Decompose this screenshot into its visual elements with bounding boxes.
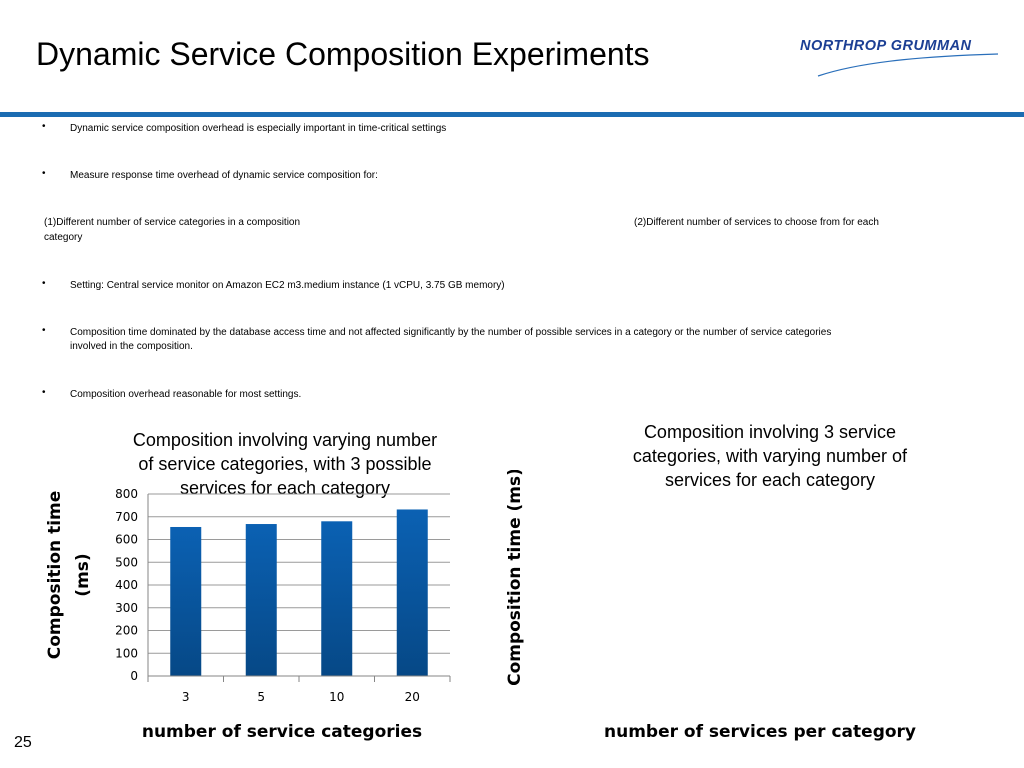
x-tick-label: 20 [405,690,420,704]
bullet-icon: • [42,325,46,336]
bullet-text: Composition overhead reasonable for most… [70,389,302,400]
northrop-grumman-logo: NORTHROP GRUMMAN [800,38,1000,84]
chart-2-title-line: Composition involving 3 service [643,422,897,442]
chart-1-title-line: of service categories, with 3 possible [138,454,432,474]
y-tick-label: 700 [115,510,138,524]
bullet-text: Setting: Central service monitor on Amaz… [70,280,505,291]
logo-wordmark: NORTHROP GRUMMAN [800,38,972,54]
bullet-icon: • [42,121,46,132]
y-tick-label: 500 [115,555,138,569]
bar [396,509,428,676]
x-tick-label: 5 [257,690,265,704]
bullet-icon: • [42,278,46,289]
x-axis-label: number of service categories [142,722,422,742]
sub-item-2-wrap: category [44,232,83,243]
chart-2-title-line: services for each category [664,470,876,490]
bar [321,521,353,676]
bullet-icon: • [42,387,46,398]
bullet-text: Dynamic service composition overhead is … [70,123,447,134]
bar [245,524,277,676]
y-tick-label: 200 [115,624,138,638]
logo-swoosh-icon [817,53,999,77]
bullet-text: Measure response time overhead of dynami… [70,170,378,181]
bullet-text: Composition time dominated by the databa… [70,327,832,338]
y-axis-label: (ms) [73,553,93,596]
y-tick-label: 800 [115,487,138,501]
y-tick-label: 300 [115,601,138,615]
sub-item-1: (1)Different number of service categorie… [44,217,301,228]
chart-1-title: Composition involving varying number of … [100,428,470,500]
y-tick-label: 100 [115,646,138,660]
sub-item-2: (2)Different number of services to choos… [634,217,879,228]
y-tick-label: 0 [130,669,138,683]
chart-1-title-line: services for each category [179,478,391,498]
y-axis-label: Composition time (ms) [505,470,525,686]
x-tick-label: 10 [329,690,344,704]
bullet-icon: • [42,168,46,179]
chart-1: 0 100 200 300 400 500 600 700 800 3 5 10 20 number of… [45,487,451,742]
x-axis-label: number of services per category [604,722,916,742]
y-tick-label: 400 [115,578,138,592]
bar [170,526,202,676]
bullet-text-continuation: involved in the composition. [70,341,193,352]
chart-1-title-line: Composition involving varying number [132,430,438,450]
y-axis-label: Composition time [45,491,65,660]
header-divider [0,112,1024,117]
slide-title: Dynamic Service Composition Experiments [36,36,650,72]
x-tick-label: 3 [182,690,190,704]
page-number: 25 [14,734,32,751]
chart-2-title: Composition involving 3 service categori… [585,420,955,492]
y-tick-label: 600 [115,533,138,547]
chart-2-title-line: categories, with varying number of [632,446,908,466]
